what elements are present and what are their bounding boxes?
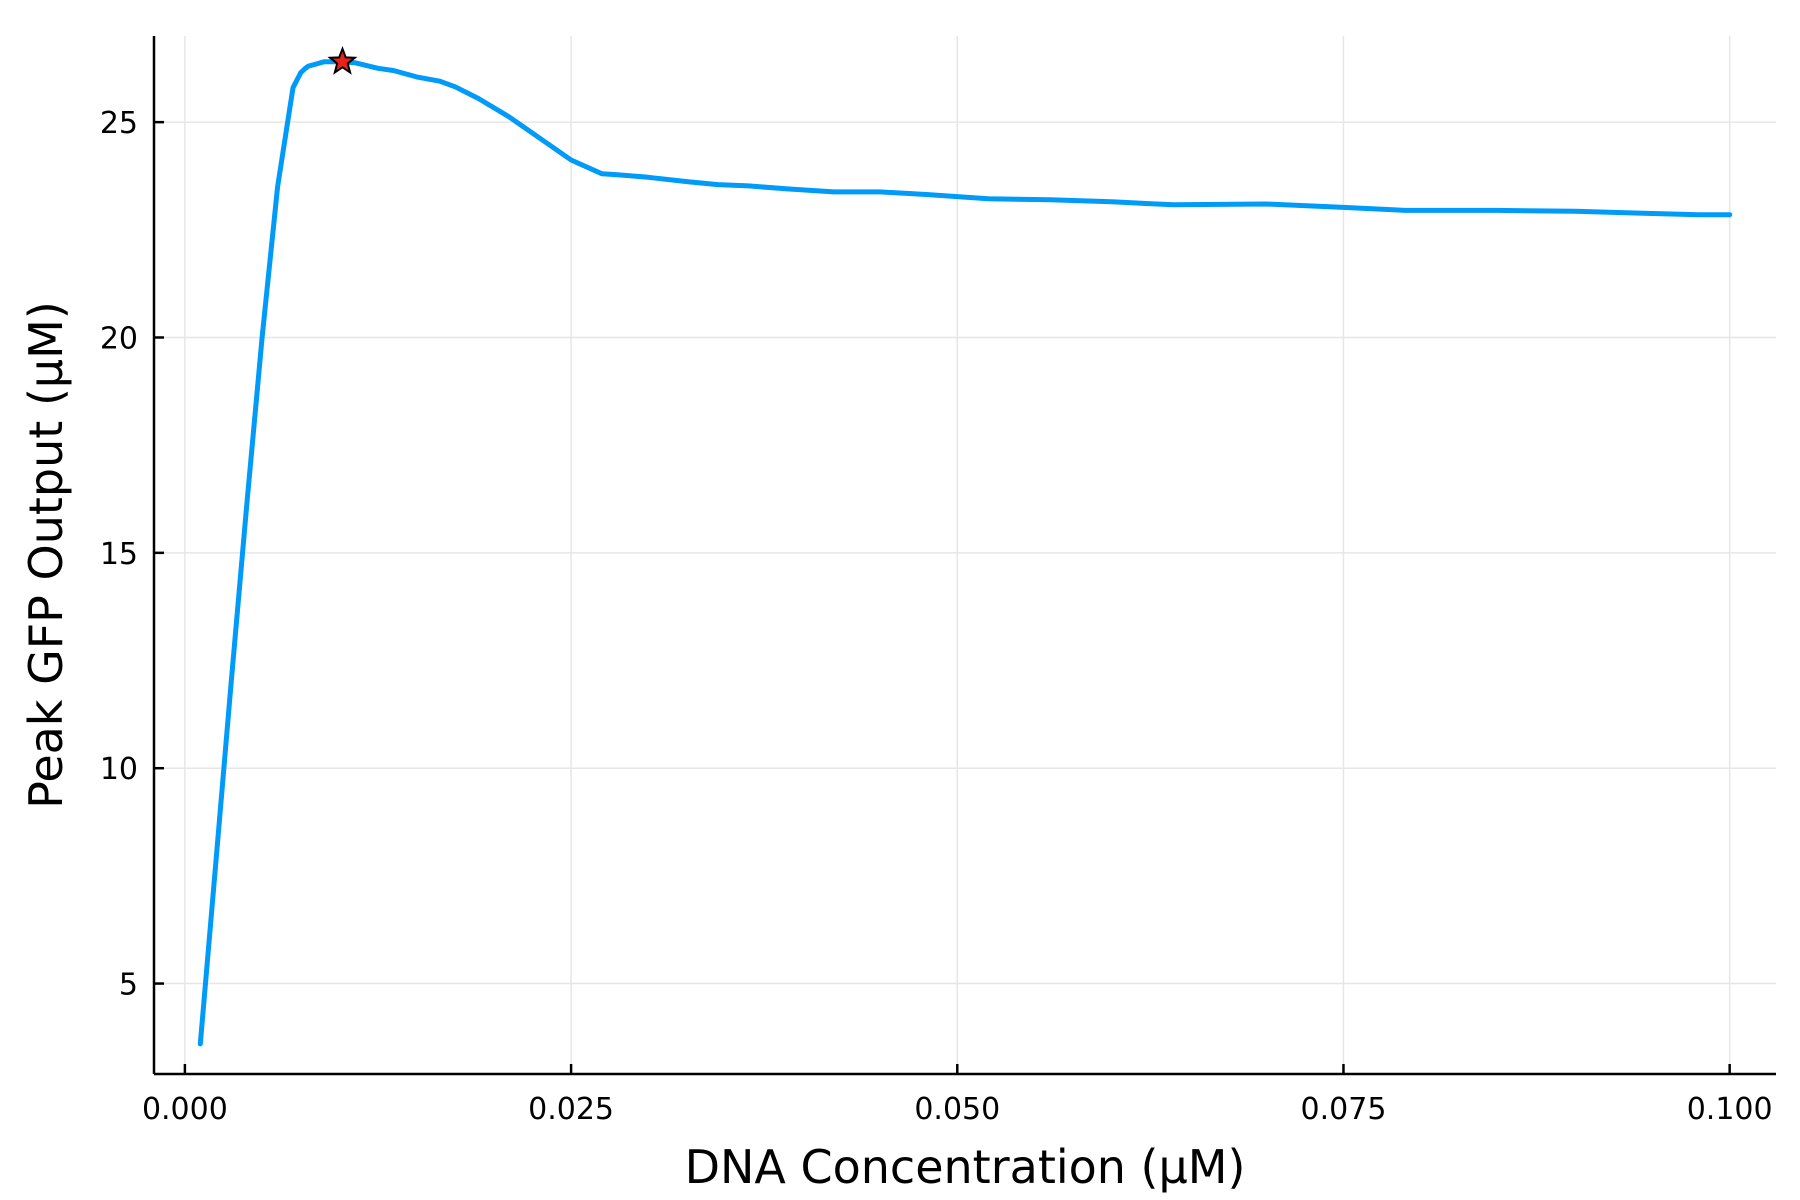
y-tick-label: 10 <box>100 752 138 787</box>
annotation-layer <box>327 45 358 75</box>
x-tick-label: 0.000 <box>142 1092 228 1127</box>
x-tick-label: 0.025 <box>528 1092 614 1127</box>
series-line <box>197 59 1733 1047</box>
grid <box>154 36 1776 1074</box>
series-layer <box>197 59 1733 1047</box>
x-tick-label: 0.050 <box>914 1092 1000 1127</box>
y-tick-label: 20 <box>100 321 138 356</box>
x-tick-label: 0.100 <box>1687 1092 1773 1127</box>
ticks: 0.000 0.025 0.050 0.075 0.100 5 10 15 20 25 <box>100 106 1773 1127</box>
y-tick-label: 25 <box>100 106 138 141</box>
axes <box>152 36 1776 1076</box>
x-axis-label: DNA Concentration (µM) <box>685 1140 1246 1194</box>
y-axis-label: Peak GFP Output (µM) <box>19 301 73 809</box>
y-tick-label: 15 <box>100 537 138 572</box>
x-tick-label: 0.075 <box>1301 1092 1387 1127</box>
star-marker <box>327 45 358 75</box>
y-tick-label: 5 <box>119 968 138 1003</box>
